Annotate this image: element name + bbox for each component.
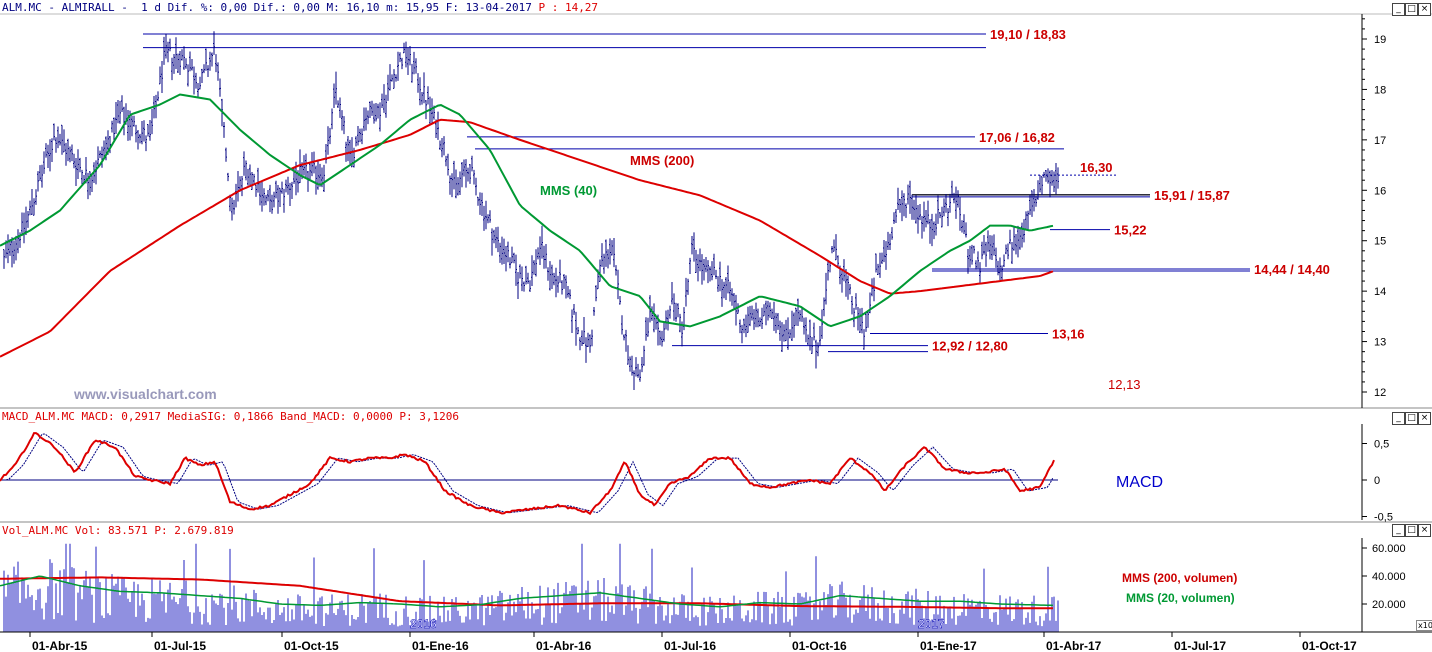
macd-header-p: P: 3,1206 (399, 410, 459, 423)
vol-minimize-button[interactable]: _ (1392, 524, 1405, 537)
price-tick-label: 12 (1374, 387, 1386, 399)
x-tick-label: 01-Oct-16 (792, 639, 847, 652)
macd-panel (0, 432, 1058, 516)
macd-tick-label: -0,5 (1374, 512, 1393, 524)
price-header-info: ALM.MC - ALMIRALL - (2, 1, 128, 14)
watermark: www.visualchart.com (74, 386, 217, 402)
price-level-label: 19,10 / 18,83 (990, 27, 1066, 42)
price-tick-label: 13 (1374, 337, 1386, 349)
x-tick-label: 01-Jul-17 (1174, 639, 1226, 652)
price-level-label: 14,44 / 14,40 (1254, 262, 1330, 277)
price-level-label: 17,06 / 16,82 (979, 130, 1055, 145)
sma200-line (0, 118, 1054, 358)
vol-tick-label: 40.000 (1372, 571, 1406, 583)
x-tick-label: 01-Abr-16 (536, 639, 592, 652)
vol-sma20-line (0, 575, 1054, 608)
macd-header-info: MACD_ALM.MC MACD: 0,2917 MediaSIG: 0,186… (2, 410, 400, 423)
macd-maximize-button[interactable]: □ (1405, 412, 1418, 425)
year-mark: 2017 (918, 617, 945, 631)
price-level-label: 12,92 / 12,80 (932, 339, 1008, 354)
price-tick-label: 18 (1374, 84, 1386, 96)
macd-close-button[interactable]: × (1418, 412, 1431, 425)
price-level-label: 15,91 / 15,87 (1154, 188, 1230, 203)
macd-line (0, 432, 1055, 516)
minimize-button[interactable]: _ (1392, 3, 1405, 16)
labels: 19,10 / 18,83 17,06 / 16,82 15,91 / 15,87 1… (932, 27, 1330, 354)
price-header-values: 1 d Dif. %: 0,00 Dif.: 0,00 M: 16,10 m: … (127, 1, 539, 14)
close-button[interactable]: × (1418, 3, 1431, 16)
x-tick-label: 01-Abr-17 (1046, 639, 1102, 652)
maximize-button[interactable]: □ (1405, 3, 1418, 16)
price-tick-label: 14 (1374, 286, 1386, 298)
volume-panel (0, 543, 1059, 632)
x-tick-label: 01-Abr-15 (32, 639, 88, 652)
vol-tick-label: 60.000 (1372, 543, 1406, 555)
x-tick-label: 01-Oct-15 (284, 639, 339, 652)
x-tick-label: 01-Jul-16 (664, 639, 716, 652)
vol-sma20-legend: MMS (20, volumen) (1126, 591, 1235, 605)
price-tick-label: 15 (1374, 236, 1386, 248)
axes: 12 13 14 15 16 17 18 19 0,5 0 -0,5 20.000 40.000 60.0… (0, 14, 1432, 652)
price-header-p: P : 14,27 (538, 1, 599, 14)
price-header-bg (0, 0, 1432, 14)
price-tick-label: 17 (1374, 135, 1386, 147)
vol-maximize-button[interactable]: □ (1405, 524, 1418, 537)
price-header: ALM.MC - ALMIRALL - 1 d Dif. %: 0,00 Dif… (2, 1, 598, 14)
macd-label: MACD (1116, 474, 1164, 491)
macd-tick-label: 0,5 (1374, 439, 1389, 451)
x-tick-label: 01-Ene-16 (412, 639, 469, 652)
vol-sma200-legend: MMS (200, volumen) (1122, 571, 1238, 585)
price-level-label: 15,22 (1114, 223, 1147, 238)
grid-lines (0, 0, 1432, 523)
price-tick-label: 16 (1374, 185, 1386, 197)
x-tick-label: 01-Oct-17 (1302, 639, 1357, 652)
sma40-line (0, 93, 1054, 328)
macd-minimize-button[interactable]: _ (1392, 412, 1405, 425)
price-tick-label: 19 (1374, 34, 1386, 46)
vol-tick-label: 20.000 (1372, 599, 1406, 611)
x-tick-label: 01-Jul-15 (154, 639, 206, 652)
label-12-13: 12,13 (1108, 377, 1141, 392)
mms200-annotation: MMS (200) (630, 153, 695, 168)
price-levels (143, 33, 1250, 353)
macd-tick-label: 0 (1374, 475, 1380, 487)
year-mark: 2016 (410, 617, 437, 631)
scale-badge: x10 (1416, 620, 1432, 631)
vol-header: Vol_ALM.MC Vol: 83.571 P: 2.679.819 (2, 524, 234, 537)
vol-sma200-line (0, 576, 1053, 610)
dotted-level-label: 16,30 (1080, 160, 1113, 175)
moving-averages (0, 93, 1054, 358)
vol-close-button[interactable]: × (1418, 524, 1431, 537)
macd-header: MACD_ALM.MC MACD: 0,2917 MediaSIG: 0,186… (2, 410, 459, 423)
mms40-annotation: MMS (40) (540, 183, 598, 198)
price-bars (3, 31, 1059, 390)
vol-header-p: P: 2.679.819 (154, 524, 234, 537)
macd-signal-line (0, 433, 1054, 514)
vol-header-info: Vol_ALM.MC Vol: 83.571 (2, 524, 155, 537)
price-level-label: 13,16 (1052, 327, 1085, 342)
x-tick-label: 01-Ene-17 (920, 639, 977, 652)
